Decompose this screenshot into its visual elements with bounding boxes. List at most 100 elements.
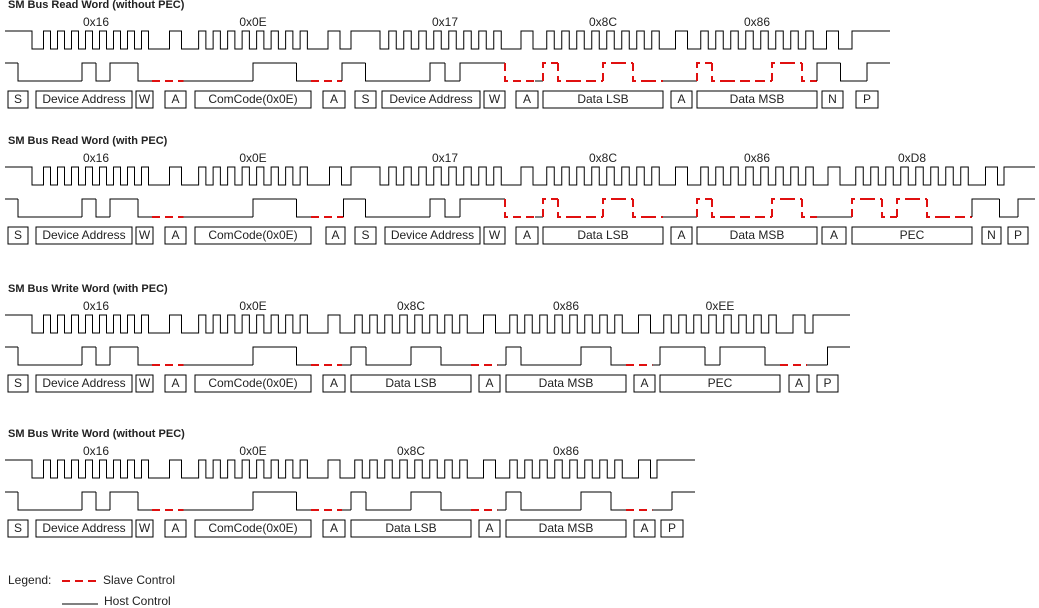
- host-data: [505, 346, 521, 365]
- host-data: [719, 346, 735, 365]
- frame-box: [7, 519, 29, 538]
- frame-label: ComCode(0x0E): [208, 228, 297, 242]
- legend-host: Host Control: [104, 594, 171, 608]
- byte-value: 0x86: [553, 299, 579, 313]
- host-data: [252, 62, 268, 81]
- byte-value: 0x8C: [397, 299, 425, 313]
- section-title: SM Bus Write Word (without PEC): [8, 428, 185, 440]
- slave-data: [926, 199, 942, 218]
- frame-label: A: [485, 376, 493, 390]
- frame-box: [164, 374, 187, 393]
- frame-box: [354, 226, 377, 245]
- clock-line: [5, 314, 850, 334]
- frame-label: Data LSB: [577, 228, 628, 242]
- slave-data: [881, 199, 897, 218]
- host-data: [343, 198, 353, 217]
- frame-label: Data MSB: [539, 376, 594, 390]
- frame-box: [505, 374, 627, 393]
- slave-data: [771, 62, 787, 81]
- frame-label: Device Address: [391, 228, 474, 242]
- frame-box: [855, 90, 879, 109]
- host-data: [252, 198, 268, 217]
- frame-label: PEC: [900, 228, 925, 242]
- frame-label: W: [139, 376, 151, 390]
- host-data: [459, 198, 475, 217]
- frame-box: [659, 374, 781, 393]
- host-data: [252, 491, 268, 510]
- host-data: [866, 62, 890, 81]
- slave-data: [696, 62, 712, 81]
- host-data: [671, 491, 695, 510]
- slave-data: [771, 198, 787, 217]
- host-data: [137, 199, 152, 218]
- host-data: [81, 62, 96, 81]
- byte-value: 0x0E: [239, 151, 266, 165]
- frame-label: PEC: [708, 376, 733, 390]
- frame-label: A: [330, 521, 338, 535]
- host-data: [444, 199, 460, 218]
- frame-box: [670, 90, 693, 109]
- frame-box: [505, 519, 627, 538]
- frame-box: [1007, 226, 1029, 245]
- byte-value: 0x0E: [239, 15, 266, 29]
- host-data: [365, 492, 381, 511]
- host-data: [410, 491, 426, 510]
- byte-value: 0x8C: [589, 151, 617, 165]
- slave-data: [504, 63, 535, 82]
- slave-data: [557, 63, 573, 82]
- frame-label: W: [139, 521, 151, 535]
- slave-data: [801, 63, 817, 82]
- host-data: [659, 346, 675, 365]
- frame-box: [788, 374, 810, 393]
- host-data: [365, 199, 385, 218]
- host-data: [610, 492, 626, 511]
- host-data: [296, 347, 311, 366]
- frame-label: W: [139, 92, 151, 106]
- frame-box: [135, 90, 154, 109]
- byte-value: 0x8C: [397, 444, 425, 458]
- host-data: [296, 199, 311, 218]
- slave-data: [711, 199, 727, 218]
- byte-value: 0xEE: [706, 299, 735, 313]
- host-data: [999, 199, 1018, 218]
- host-data: [520, 492, 536, 511]
- frame-label: P: [668, 521, 676, 535]
- frame-label: A: [677, 228, 685, 242]
- frame-label: Data LSB: [385, 376, 436, 390]
- frame-label: A: [485, 521, 493, 535]
- frame-box: [633, 374, 656, 393]
- frame-box: [35, 374, 133, 393]
- frame-box: [7, 90, 29, 109]
- frame-box: [821, 226, 847, 245]
- host-data: [81, 491, 96, 510]
- slave-data: [542, 62, 558, 81]
- clock-line: [5, 166, 1035, 186]
- host-data: [17, 492, 40, 511]
- frame-box: [384, 226, 481, 245]
- frame-box: [194, 90, 312, 109]
- frame-box: [350, 519, 472, 538]
- slave-data: [632, 199, 648, 218]
- frame-label: A: [171, 228, 179, 242]
- byte-value: 0x16: [83, 151, 109, 165]
- host-data: [81, 198, 96, 217]
- frame-label: A: [830, 228, 838, 242]
- frame-label: P: [863, 92, 871, 106]
- frame-box: [164, 226, 187, 245]
- frame-label: A: [331, 228, 339, 242]
- host-data: [505, 491, 521, 510]
- host-data: [816, 62, 841, 81]
- frame-box: [542, 226, 664, 245]
- byte-value: 0x0E: [239, 299, 266, 313]
- host-data: [520, 347, 536, 366]
- host-data: [764, 347, 780, 366]
- host-data: [137, 63, 152, 82]
- frame-label: S: [361, 228, 369, 242]
- frame-label: Data MSB: [730, 228, 785, 242]
- frame-label: S: [14, 376, 22, 390]
- byte-value: 0x16: [83, 444, 109, 458]
- frame-box: [135, 226, 154, 245]
- frame-box: [135, 519, 154, 538]
- host-data: [365, 63, 385, 82]
